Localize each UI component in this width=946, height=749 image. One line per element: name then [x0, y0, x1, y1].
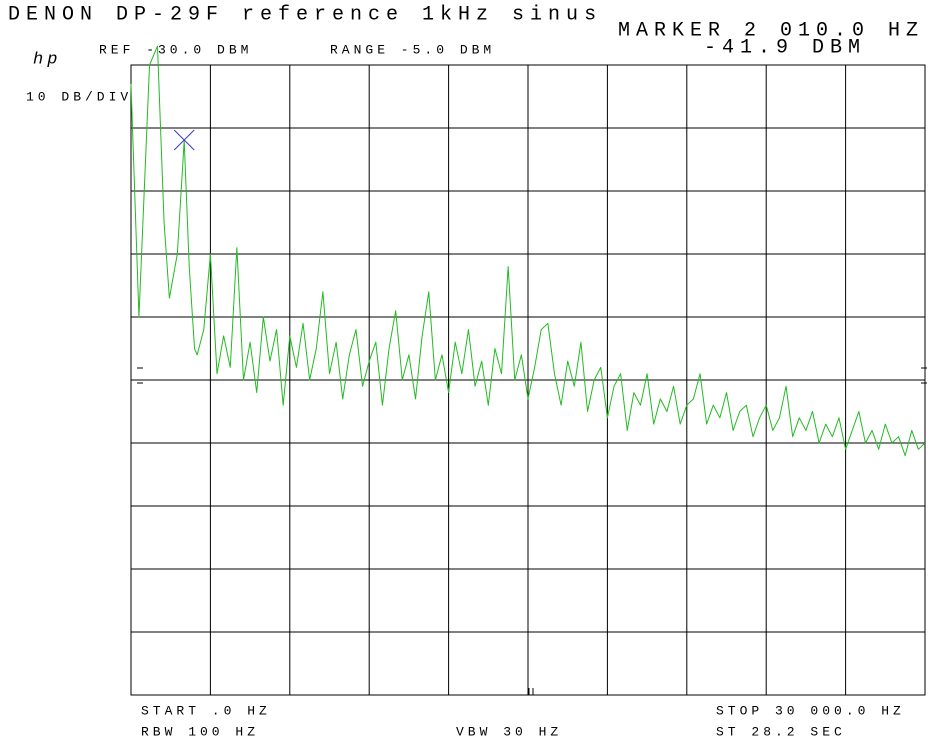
marker-level: -41.9 DBM [704, 36, 866, 59]
sweep-label: ST 28.2 SEC [716, 724, 846, 739]
marker-frequency: MARKER 2 010.0 HZ [618, 19, 924, 42]
scale-label: 10 DB/DIV [26, 89, 132, 104]
stop-label: STOP 30 000.0 HZ [716, 703, 905, 718]
range-label: RANGE -5.0 DBM [330, 42, 495, 57]
vbw-label: VBW 30 HZ [456, 724, 562, 739]
rbw-label: RBW 100 HZ [141, 724, 259, 739]
start-label: START .0 HZ [141, 703, 271, 718]
chart-title: DENON DP-29F reference 1kHz sinus [8, 3, 602, 26]
marker [173, 129, 195, 151]
ref-label: REF -30.0 DBM [99, 42, 252, 57]
trace [130, 45, 926, 457]
grid [130, 64, 927, 696]
brand: hp [33, 50, 61, 69]
